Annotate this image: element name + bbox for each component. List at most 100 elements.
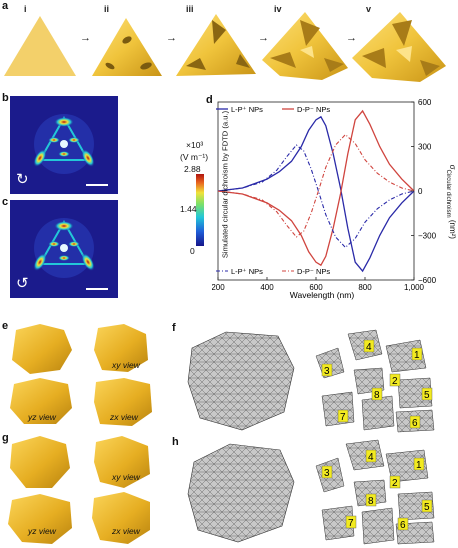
- stage-label-iii: iii: [186, 4, 194, 14]
- mesh-number: 6: [412, 418, 418, 429]
- panel-label-d: d: [206, 94, 213, 106]
- particle-e-3d: [12, 324, 72, 374]
- y-axis-label-right-unit: (nm²): [447, 219, 457, 239]
- mesh-number: 6: [400, 520, 406, 531]
- plot-frame: [217, 101, 415, 281]
- mesh-number: 4: [368, 452, 374, 463]
- view-label-g-xy: xy view: [112, 472, 140, 482]
- stage-label-v: v: [366, 4, 372, 14]
- mesh-number: 3: [324, 366, 330, 377]
- y-tick-label: 0: [418, 187, 423, 196]
- mesh-number: 1: [416, 460, 422, 471]
- panel-label-a: a: [2, 0, 9, 12]
- rotate-counterclockwise-icon: ↺: [16, 275, 29, 292]
- x-axis-label: Wavelength (nm): [290, 290, 355, 300]
- mesh-segments-h: [315, 439, 435, 545]
- colorbar-min: 0: [190, 246, 195, 256]
- field-map-b: ↻: [10, 96, 118, 194]
- view-label-e-yz: yz view: [28, 412, 56, 422]
- stage-label-ii: ii: [104, 4, 110, 14]
- y-axis-label-right: σCircular dichroism (nm²): [445, 137, 457, 267]
- series-line-2: [217, 144, 415, 249]
- field-hotspots-b: [33, 114, 95, 174]
- mesh-number: 7: [348, 518, 354, 529]
- legend-top-d: D-P⁻ NPs: [297, 105, 330, 114]
- stage-label-iv: iv: [274, 4, 282, 14]
- y-axis-label-right-sub: Circular dichroism: [445, 169, 452, 218]
- x-tick-label: 1,000: [404, 283, 425, 292]
- x-tick-label: 800: [358, 283, 372, 292]
- mesh-numbers-f: 1 2 3 4 5 6 7 8: [321, 339, 433, 429]
- legend-bottom: L-P⁺ NPs D-P⁻ NPs: [216, 267, 330, 276]
- mesh-number: 5: [424, 390, 430, 401]
- legend-top-l: L-P⁺ NPs: [231, 105, 263, 114]
- y-tick-label: 300: [418, 143, 432, 152]
- panel-label-e: e: [2, 320, 9, 332]
- mesh-number: 4: [366, 342, 372, 353]
- series-layer: [217, 109, 415, 273]
- mesh-number: 2: [392, 376, 398, 387]
- mesh-number: 8: [374, 390, 380, 401]
- panel-label-f: f: [172, 322, 176, 334]
- legend-top: L-P⁺ NPs D-P⁻ NPs: [216, 105, 330, 114]
- particle-g-zx: [92, 492, 150, 544]
- y-tick-label: −600: [418, 276, 437, 285]
- mesh-number: 8: [368, 496, 374, 507]
- colorbar-unit-scale: ×10³: [186, 140, 204, 150]
- y-tick-label: −300: [418, 232, 437, 241]
- panel-label-h: h: [172, 436, 179, 448]
- panel-label-g: g: [2, 432, 9, 444]
- particle-e-zx: [94, 378, 152, 426]
- colorbar-mid: 1.44: [180, 204, 197, 214]
- series-line-0: [217, 115, 415, 273]
- field-map-c: ↺: [10, 200, 118, 298]
- colorbar-unit: (V m⁻¹): [180, 152, 209, 162]
- y-ticks-right: 600 300 0 −300 −600: [411, 98, 437, 285]
- mesh-segments-f: [315, 329, 435, 433]
- view-label-e-zx: zx view: [110, 412, 138, 422]
- view-label-g-zx: zx view: [112, 526, 140, 536]
- x-tick-label: 600: [309, 283, 323, 292]
- particle-e-yz: [10, 378, 72, 424]
- mesh-number: 2: [392, 478, 398, 489]
- mesh-numbers-h: 1 2 3 4 5 6 7 8: [321, 449, 433, 531]
- nanoparticle-stage-i: [4, 16, 76, 76]
- mesh-h: 1 2 3 4 5 6 7 8: [187, 439, 435, 545]
- x-tick-label: 400: [260, 283, 274, 292]
- mesh-number: 1: [414, 350, 420, 361]
- colorbar-max: 2.88: [184, 164, 201, 174]
- particle-views-e: [10, 324, 152, 426]
- y-axis-label-left: Simulated circular dichroism by FDTD (a.…: [220, 110, 230, 259]
- panel-label-b: b: [2, 92, 9, 104]
- view-label-g-yz: yz view: [28, 526, 56, 536]
- x-ticks: 200 400 600 800 1,000: [212, 277, 425, 292]
- x-tick-label: 200: [212, 283, 225, 292]
- legend-bottom-l: L-P⁺ NPs: [231, 267, 263, 276]
- arrow-4-icon: →: [346, 32, 357, 44]
- mesh-number: 3: [324, 468, 330, 479]
- growth-sequence: [4, 12, 446, 82]
- stage-label-i: i: [24, 4, 27, 14]
- nanoparticle-stage-v: [352, 12, 446, 82]
- arrow-3-icon: →: [258, 32, 269, 44]
- scale-bar: [86, 288, 108, 290]
- view-label-e-xy: xy view: [112, 360, 140, 370]
- particle-e-xy: [94, 324, 148, 372]
- nanoparticle-stage-ii: [92, 18, 162, 76]
- nanoparticle-stage-iv: [262, 12, 348, 80]
- mesh-f: 1 2 3 4 5 6 7 8: [187, 329, 435, 433]
- colorbar: [196, 174, 204, 246]
- rotate-clockwise-icon: ↻: [16, 171, 29, 188]
- series-line-3: [217, 133, 415, 238]
- particle-g-xy: [94, 436, 150, 488]
- series-line-1: [217, 109, 415, 267]
- cd-chart: 200 400 600 800 1,000 600 300 0 −300 −600 L-P⁺ N…: [212, 98, 437, 300]
- arrow-1-icon: →: [80, 32, 91, 44]
- mesh-whole-h: [187, 443, 295, 543]
- scale-bar: [86, 184, 108, 186]
- arrow-2-icon: →: [166, 32, 177, 44]
- mesh-number: 5: [424, 502, 430, 513]
- y-tick-label: 600: [418, 98, 432, 107]
- nanoparticle-stage-iii: [176, 14, 256, 76]
- mesh-whole-f: [187, 331, 295, 431]
